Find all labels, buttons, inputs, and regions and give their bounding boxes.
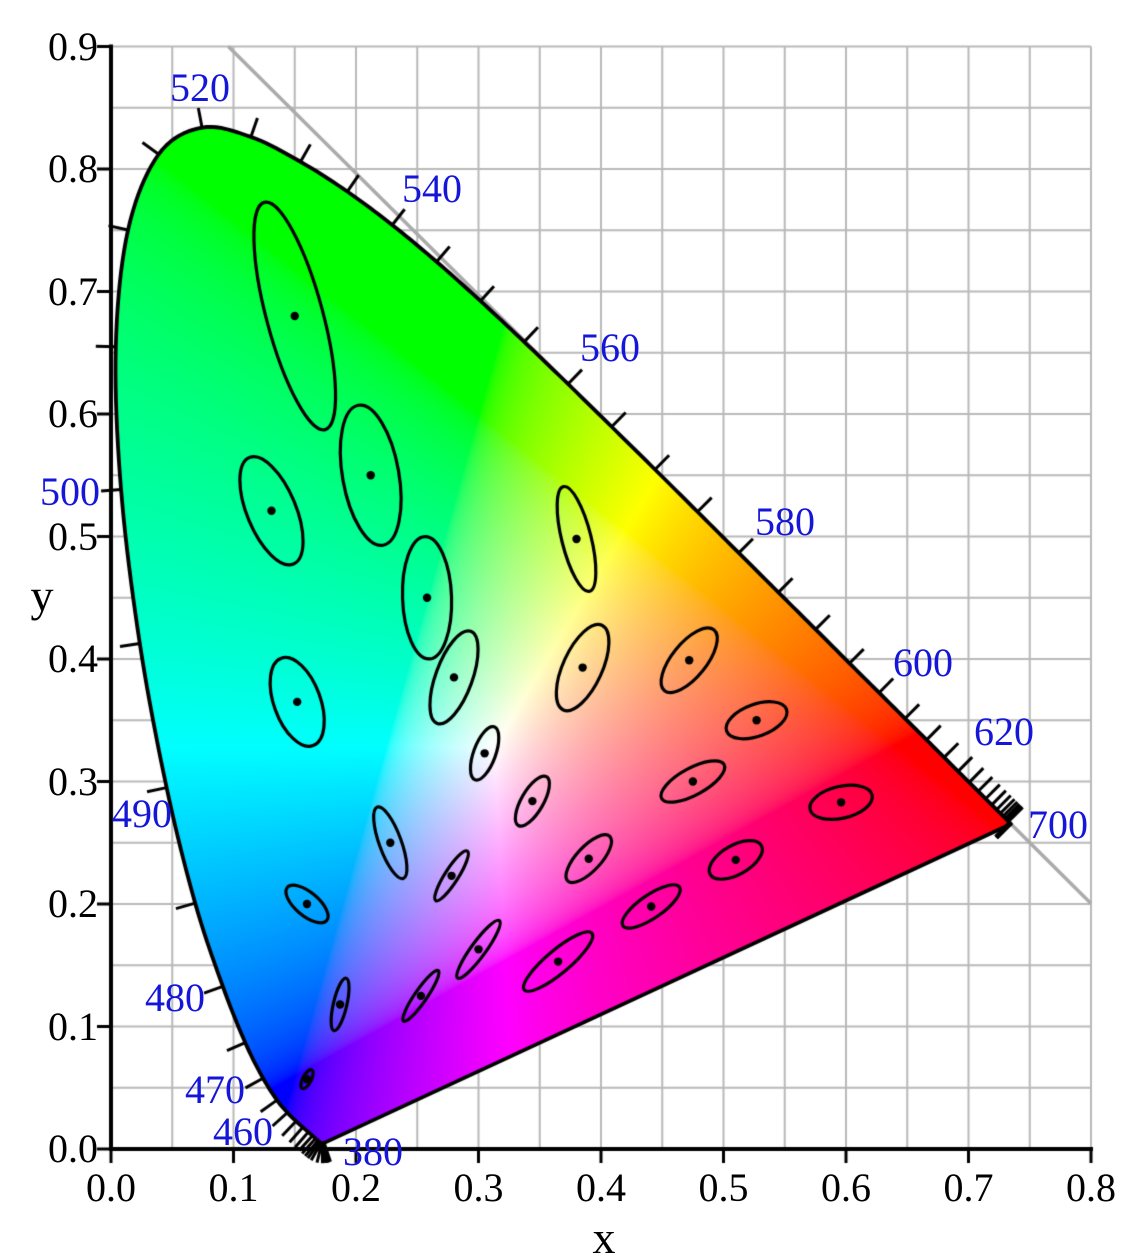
y-axis-title: y (30, 570, 54, 621)
x-tick-label-0.0: 0.0 (86, 1165, 136, 1210)
wavelength-label-540: 540 (401, 165, 462, 211)
wavelength-label-700: 700 (1028, 801, 1089, 847)
wavelength-label-620: 620 (974, 709, 1035, 754)
wavelength-label-490: 490 (111, 790, 172, 836)
y-tick-label-0.6: 0.6 (48, 391, 98, 436)
wavelength-label-380: 380 (343, 1128, 404, 1174)
y-tick-label-0.8: 0.8 (48, 146, 98, 191)
y-tick-label-0.9: 0.9 (48, 23, 98, 69)
x-tick-label-0.3: 0.3 (453, 1165, 504, 1210)
x-tick-label-0.1: 0.1 (208, 1165, 259, 1210)
y-tick-label-0.3: 0.3 (48, 758, 98, 804)
y-tick-label-0.4: 0.4 (48, 636, 98, 681)
y-tick-label-0.1: 0.1 (48, 1003, 98, 1049)
x-axis-title: x (592, 1212, 616, 1260)
y-tick-label-0.2: 0.2 (48, 881, 98, 926)
x-tick-label-0.6: 0.6 (821, 1165, 871, 1210)
x-tick-label-0.8: 0.8 (1066, 1165, 1116, 1210)
wavelength-label-500: 500 (39, 469, 100, 515)
wavelength-label-520: 520 (170, 65, 231, 111)
y-tick-label-0.0: 0.0 (48, 1126, 98, 1171)
wavelength-label-560: 560 (579, 324, 640, 370)
x-tick-label-0.7: 0.7 (943, 1165, 994, 1210)
x-tick-label-0.2: 0.2 (331, 1165, 381, 1210)
wavelength-label-460: 460 (213, 1108, 274, 1154)
wavelength-label-470: 470 (185, 1066, 245, 1112)
x-tick-label-0.5: 0.5 (698, 1165, 749, 1210)
wavelength-label-480: 480 (144, 974, 205, 1020)
y-tick-label-0.5: 0.5 (48, 513, 98, 559)
wavelength-label-600: 600 (893, 640, 954, 686)
x-tick-label-0.4: 0.4 (576, 1165, 626, 1210)
y-tick-label-0.7: 0.7 (48, 268, 98, 314)
wavelength-label-580: 580 (754, 499, 815, 545)
